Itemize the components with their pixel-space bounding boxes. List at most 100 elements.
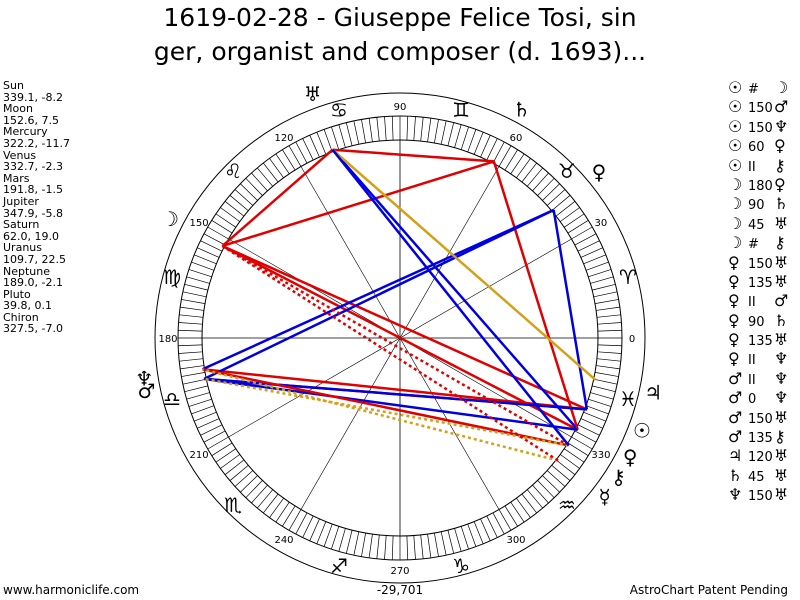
uranus-glyph: ♅ <box>774 330 789 350</box>
aspect-orb: # <box>748 82 759 97</box>
band-tick <box>353 531 360 556</box>
aspect-row: ♀ 135♅ <box>728 330 794 349</box>
planet-name: Jupiter <box>3 194 39 208</box>
aspect-line <box>221 244 588 411</box>
neptune-glyph: ♆ <box>774 368 789 388</box>
planet-position-value: 332.7, -2.3 <box>3 160 63 174</box>
uranus-glyph: ♅ <box>774 407 789 427</box>
jupiter-glyph: ♃ <box>728 446 743 466</box>
band-tick <box>546 470 566 487</box>
band-tick <box>592 385 616 393</box>
aspect-orb: II <box>748 353 756 369</box>
planet-glyph: ☽ <box>161 207 179 231</box>
band-tick <box>186 392 210 400</box>
band-tick <box>220 454 241 469</box>
planet-glyph: ♀ <box>623 445 638 469</box>
planet-glyph: ⚷ <box>611 465 626 489</box>
band-tick <box>282 505 296 527</box>
band-tick <box>486 138 498 161</box>
band-tick <box>345 122 353 146</box>
band-tick <box>447 122 455 146</box>
band-tick <box>361 532 366 557</box>
band-tick <box>269 497 284 518</box>
band-tick <box>590 392 614 400</box>
band-tick <box>406 116 409 141</box>
band-tick <box>532 172 549 192</box>
aspect-line <box>204 377 578 431</box>
aspect-line <box>221 244 559 462</box>
band-tick <box>555 459 576 475</box>
band-tick <box>406 535 409 560</box>
mars-glyph: ♂ <box>774 97 789 117</box>
band-tick <box>220 207 241 222</box>
band-tick <box>361 119 366 144</box>
saturn-glyph: ♄ <box>774 194 789 214</box>
venus-glyph: ♀ <box>728 252 740 272</box>
band-tick <box>338 124 346 148</box>
band-tick <box>537 178 555 196</box>
band-tick <box>583 254 606 265</box>
band-tick <box>596 314 621 318</box>
aspect-orb: 60 <box>748 140 765 156</box>
aspect-row: ♃ 120♅ <box>728 446 794 465</box>
band-tick <box>224 201 245 217</box>
band-tick <box>251 484 268 504</box>
band-tick <box>454 124 462 148</box>
band-tick <box>551 195 571 211</box>
venus-glyph: ♀ <box>774 136 786 156</box>
aspect-row: ♀ 135♅ <box>728 272 794 291</box>
band-tick <box>224 459 245 475</box>
chart-title-line-2: ger, organist and composer (d. 1693)... <box>153 37 647 66</box>
band-tick <box>181 372 206 377</box>
band-tick <box>563 213 585 228</box>
degree-label: 270 <box>390 566 409 577</box>
venus-glyph: ♀ <box>728 271 740 291</box>
band-tick <box>207 436 229 450</box>
band-tick <box>323 129 333 153</box>
band-tick <box>179 314 204 318</box>
sun-glyph: ☉ <box>728 97 743 117</box>
band-tick <box>413 116 416 141</box>
aspect-row: ☽ 180♀ <box>728 175 794 194</box>
band-tick <box>420 117 424 142</box>
planet-position-value: 109.7, 22.5 <box>3 252 66 266</box>
aspect-row: ♆ 150♅ <box>728 485 794 504</box>
band-tick <box>537 480 555 498</box>
aspect-row: ☽ 45 ♅ <box>728 214 794 233</box>
venus-glyph: ♀ <box>774 174 786 194</box>
band-tick <box>181 299 206 304</box>
degree-label: 90 <box>394 102 407 113</box>
venus-glyph: ♀ <box>728 310 740 330</box>
zodiac-sign-glyph: ♑ <box>452 554 470 578</box>
band-tick <box>376 534 380 559</box>
zodiac-sign-glyph: ♎ <box>163 387 181 411</box>
band-tick <box>178 322 203 325</box>
band-tick <box>338 528 346 552</box>
aspect-row: ♂ II ♆ <box>728 369 794 388</box>
band-tick <box>215 448 237 463</box>
band-tick <box>480 518 491 541</box>
uranus-glyph: ♅ <box>774 485 789 505</box>
band-tick <box>269 158 284 179</box>
sun-glyph: ☉ <box>728 136 743 156</box>
band-tick <box>288 509 302 531</box>
zodiac-sign-glyph: ♉ <box>558 159 576 183</box>
degree-label: 60 <box>510 133 523 144</box>
band-tick <box>331 126 340 150</box>
aspect-orb: 150 <box>748 120 773 136</box>
aspect-orb: 90 <box>748 314 765 330</box>
planet-position-value: 189.0, -2.1 <box>3 276 63 290</box>
aspect-line <box>331 148 597 381</box>
aspect-row: ☉ 60 ♀ <box>728 136 794 155</box>
footer-patent-note: AstroChart Patent Pending <box>629 583 788 597</box>
aspect-orb: II <box>748 295 756 311</box>
band-tick <box>510 501 525 523</box>
zodiac-sign-glyph: ♈ <box>619 265 637 289</box>
band-tick <box>203 430 226 443</box>
aspect-orb: 135 <box>748 334 773 350</box>
aspect-line <box>222 160 495 248</box>
zodiac-sign-glyph: ♋ <box>330 98 348 122</box>
band-tick <box>516 497 531 518</box>
band-tick <box>391 535 394 560</box>
band-tick <box>234 189 254 206</box>
